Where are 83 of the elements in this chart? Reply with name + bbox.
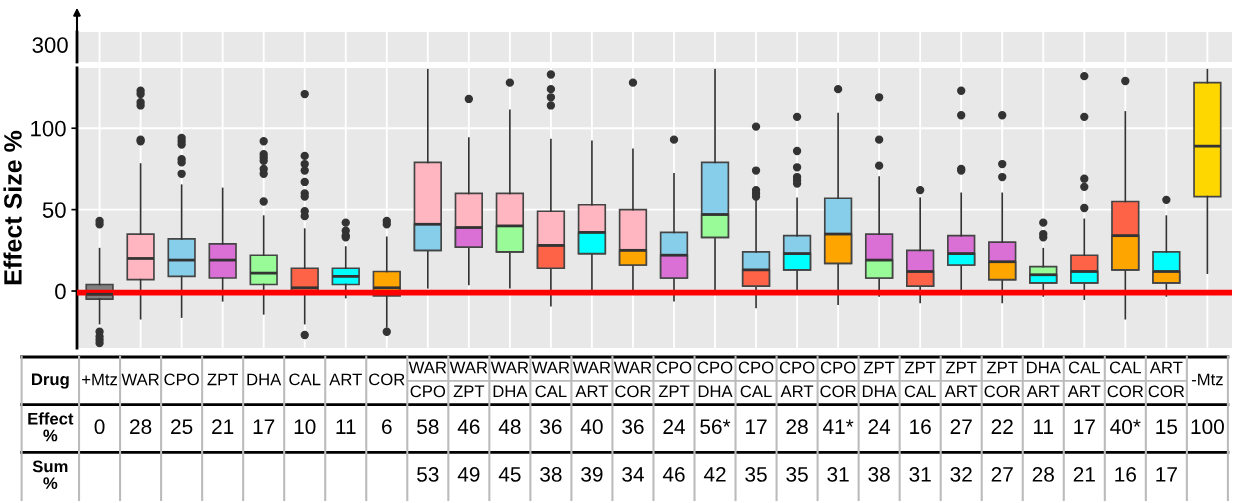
x-tick-label: ART xyxy=(329,373,362,386)
x-tick-label: -Mtz xyxy=(1191,373,1223,386)
text: 36 xyxy=(622,419,644,435)
x-tick-label: CPO xyxy=(164,373,199,386)
text: 17 xyxy=(1156,467,1177,482)
x-tick-label: ZPT COR xyxy=(984,361,1020,398)
text: 46 xyxy=(662,467,685,482)
text: 21 xyxy=(1073,467,1095,482)
text: 17 xyxy=(1074,419,1095,434)
x-tick-label: WAR ART xyxy=(572,361,611,398)
text: 11 xyxy=(1034,419,1054,434)
text: 17 xyxy=(253,419,275,434)
x-tick-label: WAR COR xyxy=(613,361,652,398)
x-tick-label: CPO DHA xyxy=(697,361,733,398)
text: 35 xyxy=(786,467,808,482)
text: 56* xyxy=(700,419,731,435)
y-axis-title: Effect Size % xyxy=(3,130,22,285)
text: 16 xyxy=(910,419,931,435)
x-tick-label: ART COR xyxy=(1148,361,1185,398)
x-tick-label: DHA xyxy=(247,373,282,386)
x-tick-label: ZPT xyxy=(207,373,239,386)
text: 48 xyxy=(498,419,521,435)
text: 11 xyxy=(336,419,356,434)
text: 24 xyxy=(868,419,891,434)
text: 41* xyxy=(822,419,854,434)
text: 0 xyxy=(94,419,105,435)
text: 21 xyxy=(212,419,234,434)
text: 10 xyxy=(294,419,316,435)
x-tick-label: CAL xyxy=(289,373,321,386)
text: 24 xyxy=(663,419,685,434)
x-tick-label: CPO ART xyxy=(779,361,815,398)
x-tick-label: CAL COR xyxy=(1107,361,1144,398)
text: 39 xyxy=(581,467,603,482)
text: Sum % xyxy=(32,460,68,489)
text: Drug xyxy=(32,373,69,389)
x-tick-label: WAR CPO xyxy=(408,361,447,398)
text: 31 xyxy=(909,467,931,482)
text: 15 xyxy=(1156,419,1178,435)
x-tick-label: WAR DHA xyxy=(490,361,529,398)
text: 28 xyxy=(130,419,152,435)
x-tick-label: DHA ART xyxy=(1026,361,1061,398)
text: 36 xyxy=(540,419,562,435)
text: 300 xyxy=(32,37,68,53)
text: 49 xyxy=(457,467,480,482)
text: 58 xyxy=(417,419,439,435)
x-tick-label: ZPT DHA xyxy=(862,361,897,398)
text: 31 xyxy=(827,467,849,482)
text: 42 xyxy=(703,467,726,482)
text: 38 xyxy=(868,467,890,482)
text: 17 xyxy=(746,419,767,434)
y-tick-label: 0 xyxy=(55,283,66,300)
y-tick-label: 100 xyxy=(31,120,66,137)
x-tick-label: CAL ART xyxy=(1067,361,1101,398)
text: 40 xyxy=(580,419,603,435)
text: 32 xyxy=(950,467,972,482)
text: 28 xyxy=(786,419,808,435)
text: 22 xyxy=(991,419,1013,434)
y-tick-label: 50 xyxy=(42,202,66,218)
text: 34 xyxy=(622,467,644,482)
x-tick-label: ZPT CAL xyxy=(904,361,936,398)
x-tick-label: CPO COR xyxy=(820,361,856,398)
text: Effect % xyxy=(28,412,74,442)
text: 45 xyxy=(498,467,521,482)
x-tick-label: WAR xyxy=(121,373,159,386)
x-tick-label: WAR CAL xyxy=(531,361,570,398)
text: 27 xyxy=(950,419,972,434)
text: 6 xyxy=(382,419,392,435)
text: 40* xyxy=(1110,419,1141,435)
x-tick-label: WAR ZPT xyxy=(449,361,488,398)
x-tick-label: +Mtz xyxy=(82,373,118,386)
x-tick-label: CPO ZPT xyxy=(656,361,692,398)
text: 27 xyxy=(991,467,1013,482)
text: 100 xyxy=(1191,419,1224,435)
text: 46 xyxy=(457,419,480,435)
x-tick-label: ZPT ART xyxy=(944,361,978,398)
x-tick-label: COR xyxy=(369,373,405,386)
text: 28 xyxy=(1032,467,1054,482)
text: 16 xyxy=(1115,467,1136,482)
text: 25 xyxy=(171,419,193,435)
text: 38 xyxy=(540,467,562,482)
text: 35 xyxy=(745,467,767,482)
text: 53 xyxy=(417,467,439,482)
x-tick-label: CPO CAL xyxy=(738,361,774,398)
